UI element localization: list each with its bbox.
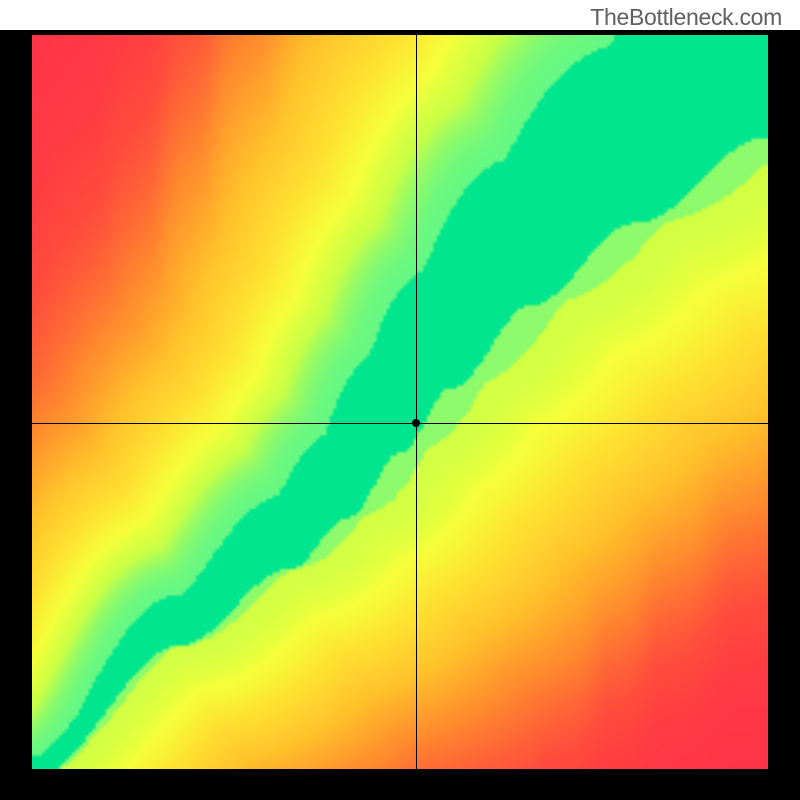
- crosshair-dot: [412, 419, 420, 427]
- crosshair-horizontal: [32, 423, 768, 424]
- chart-outer-frame: [0, 30, 800, 800]
- chart-plot-area: [32, 35, 768, 769]
- crosshair-vertical: [416, 35, 417, 769]
- watermark-text: TheBottleneck.com: [590, 4, 782, 31]
- heatmap-canvas: [32, 35, 768, 769]
